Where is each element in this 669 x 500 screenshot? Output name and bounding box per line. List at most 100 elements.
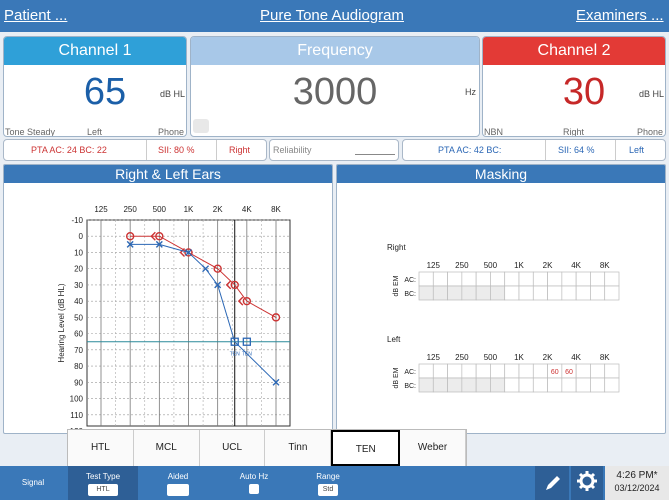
masking-cell [547, 271, 563, 287]
frequency-toggle[interactable] [193, 119, 209, 133]
range-value: Std [318, 484, 338, 496]
ten-label: TEN [242, 352, 252, 358]
aided-label: Aided [167, 472, 189, 481]
db-tick-label: 80 [74, 362, 83, 371]
db-tick-label: 20 [74, 265, 83, 274]
gear-icon [577, 471, 597, 491]
masking-cell [432, 271, 448, 287]
summary-left: PTA AC: 42 BC: SII: 64 % Left [402, 139, 666, 161]
masking-cell [532, 363, 548, 379]
channel2-panel[interactable]: Channel 2 30 dB HL NBN Right Phone [482, 36, 666, 137]
test-type-button[interactable]: Test Type HTL [68, 466, 138, 500]
masking-freq-label: 8K [600, 261, 610, 270]
pta-left: PTA AC: 42 BC: [438, 145, 502, 155]
clock-time: 4:26 PM* [616, 470, 658, 481]
channel1-ear[interactable]: Left [87, 127, 103, 137]
masking-cell [461, 363, 477, 379]
pencil-icon [546, 476, 560, 490]
freq-tick-label: 250 [123, 205, 137, 214]
masking-cell [418, 271, 434, 287]
freq-tick-label: 500 [153, 205, 167, 214]
masking-ylabel: dB EM [393, 275, 400, 296]
channel2-stimulus[interactable]: NBN [484, 127, 504, 137]
tab-ten[interactable]: TEN [331, 430, 401, 466]
masking-cell [490, 377, 506, 393]
edit-button[interactable] [535, 466, 569, 500]
right-ac-point [271, 313, 281, 322]
masking-cell [590, 271, 606, 287]
masking-freq-label: 500 [484, 261, 498, 270]
channel2-level[interactable]: 30 [562, 71, 606, 113]
channel2-ear[interactable]: Right [563, 127, 585, 137]
channel1-unit: dB HL [160, 89, 186, 99]
masking-title: Masking [337, 165, 665, 183]
auto-hz-button[interactable]: Auto Hz [218, 466, 290, 500]
signal-button[interactable]: Signal [21, 478, 45, 487]
masking-cell [475, 377, 491, 393]
masking-cell [575, 271, 591, 287]
masking-cell [504, 285, 520, 301]
right-ac-point [184, 248, 193, 257]
range-button[interactable]: Range Std [292, 466, 364, 500]
sii-right: SII: 80 % [158, 145, 195, 155]
masking-cell [518, 377, 534, 393]
channel1-transducer[interactable]: Phone [158, 127, 185, 137]
masking-cell [432, 285, 448, 301]
masking-ear-label: Right [387, 243, 406, 252]
tab-tinn[interactable]: Tinn [265, 430, 332, 466]
top-bar: Patient ... Pure Tone Audiogram Examiner… [0, 0, 669, 32]
settings-button[interactable] [571, 466, 603, 500]
aided-toggle[interactable] [167, 484, 189, 496]
frequency-value[interactable]: 3000 [292, 71, 378, 113]
left-ac-point [272, 378, 280, 386]
masking-ear-label: Left [387, 335, 401, 344]
masking-freq-label: 4K [571, 353, 581, 362]
aided-button[interactable]: Aided [140, 466, 216, 500]
masking-cell [518, 285, 534, 301]
examiners-link[interactable]: Examiners ... [576, 7, 664, 24]
audiogram-title: Right & Left Ears [4, 165, 332, 183]
masking-cell [590, 377, 606, 393]
masking-cell [461, 377, 477, 393]
db-tick-label: 30 [74, 281, 83, 290]
tab-weber[interactable]: Weber [400, 430, 466, 466]
masking-chart[interactable]: Right 125 250 500 1K 2K 4K 8K dB EM AC: BC: Left 125… [337, 183, 666, 434]
frequency-panel[interactable]: Frequency 3000 Hz [190, 36, 480, 137]
masking-cell [504, 271, 520, 287]
channel1-panel[interactable]: Channel 1 65 dB HL Tone Steady Left Phon… [3, 36, 187, 137]
masking-cell [604, 285, 620, 301]
db-tick-label: 110 [70, 411, 83, 420]
tab-mcl[interactable]: MCL [133, 430, 200, 466]
tab-htl[interactable]: HTL [68, 430, 134, 466]
db-tick-label: 0 [79, 232, 84, 241]
auto-hz-checkbox[interactable] [249, 484, 259, 494]
reliability-box[interactable]: Reliability [269, 139, 399, 161]
masking-cell [418, 377, 434, 393]
audiogram-chart[interactable]: -100102030405060708090100110120125250500… [4, 183, 333, 434]
masking-cell [604, 377, 620, 393]
summary-right-ear: Right [229, 145, 251, 155]
channel1-level[interactable]: 65 [83, 71, 127, 113]
masking-cell [490, 285, 506, 301]
masking-cell [604, 363, 620, 379]
masking-cell [490, 363, 506, 379]
page-title[interactable]: Pure Tone Audiogram [260, 7, 404, 24]
masking-cell [590, 285, 606, 301]
channel1-stimulus[interactable]: Tone Steady [5, 127, 56, 137]
masking-cell [575, 363, 591, 379]
patient-link[interactable]: Patient ... [4, 7, 68, 24]
db-tick-label: 40 [74, 297, 83, 306]
channel2-transducer[interactable]: Phone [637, 127, 664, 137]
masking-value: 60 [565, 369, 573, 376]
clock-date: 03/12/2024 [614, 483, 660, 493]
range-label: Range [316, 472, 340, 481]
masking-cell [504, 363, 520, 379]
masking-freq-label: 8K [600, 353, 610, 362]
ten-label: TEN [230, 352, 240, 358]
tab-ucl[interactable]: UCL [199, 430, 266, 466]
masking-cell [447, 377, 463, 393]
freq-tick-label: 8K [271, 205, 281, 214]
masking-cell [418, 363, 434, 379]
masking-cell [532, 271, 548, 287]
masking-cell [447, 363, 463, 379]
